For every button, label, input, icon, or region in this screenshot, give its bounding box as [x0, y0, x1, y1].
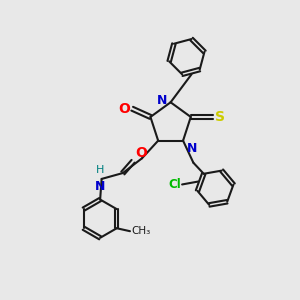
Text: O: O: [118, 102, 130, 116]
Text: Cl: Cl: [168, 178, 181, 191]
Text: CH₃: CH₃: [131, 226, 150, 236]
Text: S: S: [215, 110, 225, 124]
Text: O: O: [135, 146, 147, 160]
Text: H: H: [96, 165, 104, 176]
Text: N: N: [187, 142, 197, 155]
Text: N: N: [95, 179, 105, 193]
Text: N: N: [157, 94, 167, 107]
